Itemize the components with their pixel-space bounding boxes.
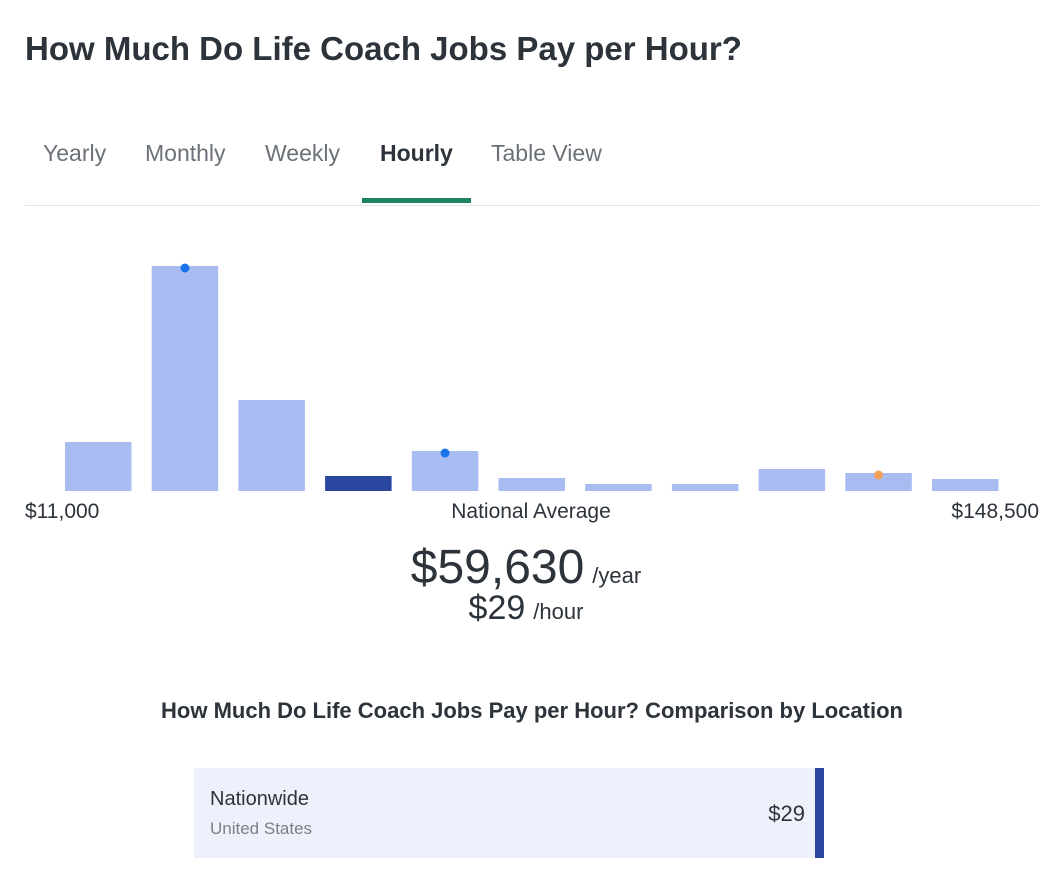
bar (932, 479, 999, 491)
tab-bar: Yearly Monthly Weekly Hourly Table View (25, 130, 1039, 206)
bar (325, 476, 392, 491)
hourly-unit: /hour (533, 599, 584, 624)
bar (238, 400, 305, 491)
comparison-title: How Much Do Life Coach Jobs Pay per Hour… (161, 698, 903, 723)
salary-histogram (65, 263, 999, 491)
bar (758, 469, 826, 491)
marker (180, 263, 190, 273)
hourly-pay: $29 (468, 589, 526, 627)
marker (874, 470, 884, 480)
marker (440, 448, 450, 458)
range-max: $148,500 (951, 500, 1039, 523)
tab-underline (362, 198, 471, 203)
row-name: Nationwide (210, 788, 309, 810)
average-pay: $59,630/year $29/hour (0, 540, 1052, 628)
yearly-pay: $59,630 (410, 541, 585, 594)
comparison-row: Nationwide United States $29 (194, 768, 824, 858)
bar (65, 442, 132, 491)
tab[interactable]: Yearly (43, 140, 107, 166)
bar (671, 484, 739, 491)
yearly-unit: /year (592, 563, 642, 588)
tab[interactable]: Hourly (380, 140, 453, 166)
bar (585, 484, 652, 491)
page-title: How Much Do Life Coach Jobs Pay per Hour… (25, 30, 742, 67)
range-center: National Average (451, 500, 611, 523)
bar (411, 451, 479, 491)
tab[interactable]: Table View (491, 140, 602, 166)
bar (845, 473, 912, 491)
bar (151, 266, 219, 491)
tab[interactable]: Monthly (145, 140, 226, 166)
row-value: $29 (768, 801, 805, 826)
row-location: United States (210, 819, 313, 838)
range-min: $11,000 (25, 500, 100, 523)
tab[interactable]: Weekly (265, 140, 340, 166)
bar (498, 478, 565, 491)
